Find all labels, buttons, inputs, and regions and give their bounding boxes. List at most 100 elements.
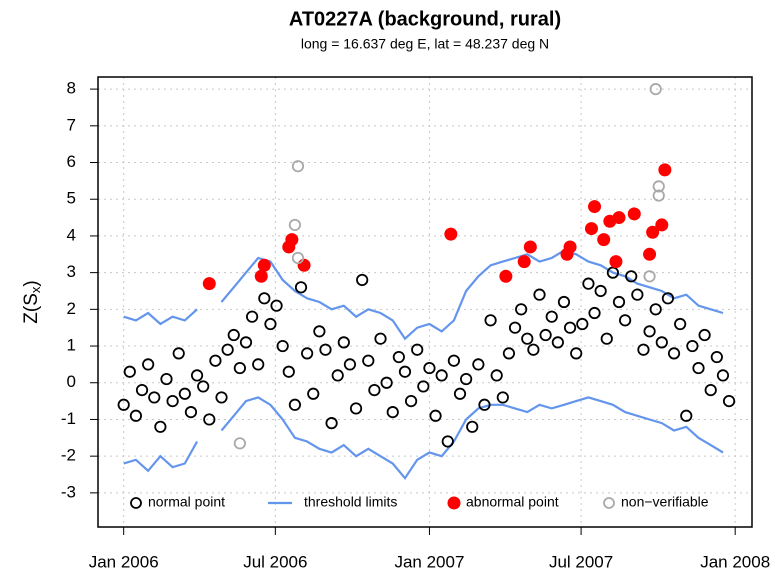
abnormal-point bbox=[584, 222, 598, 236]
y-label-part: ) bbox=[21, 280, 42, 286]
point bbox=[325, 417, 338, 430]
point bbox=[282, 365, 295, 378]
point bbox=[227, 328, 240, 342]
point bbox=[600, 332, 613, 345]
point bbox=[221, 343, 234, 356]
point bbox=[521, 332, 534, 345]
point bbox=[478, 398, 491, 411]
point bbox=[368, 383, 381, 397]
y-tick-label: 3 bbox=[67, 262, 76, 281]
point bbox=[545, 310, 558, 323]
abnormal-point bbox=[588, 200, 602, 214]
chart-subtitle: long = 16.637 deg E, lat = 48.237 deg N bbox=[301, 36, 549, 52]
point bbox=[667, 347, 681, 360]
y-tick-label: 6 bbox=[67, 152, 76, 171]
point bbox=[594, 284, 607, 298]
point bbox=[123, 365, 136, 378]
point bbox=[252, 358, 265, 371]
point bbox=[692, 361, 705, 375]
abnormal-point bbox=[285, 233, 299, 247]
abnormal-point bbox=[655, 218, 669, 232]
point bbox=[606, 266, 619, 279]
point bbox=[576, 317, 589, 331]
point bbox=[649, 83, 662, 96]
point bbox=[264, 317, 277, 331]
y-tick-label: 7 bbox=[67, 115, 76, 134]
y-tick-label: -3 bbox=[61, 482, 76, 501]
threshold-line bbox=[123, 249, 724, 341]
point bbox=[539, 328, 552, 342]
point bbox=[135, 383, 149, 397]
point bbox=[722, 395, 736, 408]
point bbox=[637, 343, 650, 356]
point bbox=[423, 361, 436, 375]
point bbox=[148, 391, 161, 404]
point bbox=[166, 395, 179, 408]
point bbox=[209, 354, 222, 367]
legend-symbol bbox=[130, 497, 142, 509]
x-tick-label: Jul 2007 bbox=[549, 552, 613, 571]
legend-label: threshold limits bbox=[304, 494, 397, 510]
y-tick-label: -2 bbox=[61, 446, 76, 465]
point bbox=[307, 387, 320, 400]
point bbox=[649, 303, 662, 316]
point bbox=[386, 406, 399, 419]
point bbox=[270, 299, 283, 312]
point bbox=[258, 292, 271, 305]
point bbox=[429, 409, 442, 422]
point bbox=[215, 391, 228, 404]
y-label-sub: x bbox=[28, 286, 43, 293]
abnormal-point bbox=[643, 247, 657, 261]
legend-label: non−verifiable bbox=[621, 494, 709, 510]
point bbox=[313, 325, 326, 338]
point bbox=[239, 336, 253, 349]
point bbox=[288, 218, 302, 232]
point bbox=[453, 387, 467, 400]
point bbox=[496, 391, 509, 404]
point bbox=[301, 347, 314, 360]
point bbox=[294, 281, 308, 294]
point bbox=[398, 365, 412, 378]
point bbox=[374, 332, 387, 345]
x-tick-label: Jan 2006 bbox=[89, 552, 159, 571]
chart-title: AT0227A (background, rural) bbox=[289, 8, 561, 30]
point bbox=[233, 361, 246, 375]
point bbox=[203, 413, 216, 426]
point bbox=[716, 369, 730, 382]
point bbox=[680, 409, 693, 422]
point bbox=[582, 277, 595, 290]
abnormal-point bbox=[499, 269, 513, 283]
legend-symbol bbox=[447, 496, 461, 510]
x-tick-label: Jan 2007 bbox=[394, 552, 464, 571]
point bbox=[178, 387, 191, 400]
point bbox=[655, 336, 668, 349]
point bbox=[362, 354, 375, 367]
point bbox=[411, 343, 424, 356]
point bbox=[686, 339, 699, 353]
point bbox=[472, 358, 485, 371]
point bbox=[643, 270, 656, 283]
point bbox=[190, 369, 204, 382]
point bbox=[631, 288, 644, 301]
point bbox=[356, 273, 369, 287]
point bbox=[172, 347, 185, 360]
point bbox=[661, 292, 675, 305]
point bbox=[441, 435, 454, 448]
abnormal-point bbox=[658, 163, 672, 177]
point bbox=[404, 395, 418, 408]
abnormal-point bbox=[563, 240, 577, 254]
point bbox=[674, 317, 687, 331]
point bbox=[698, 328, 711, 342]
y-tick-label: 8 bbox=[67, 79, 76, 98]
y-tick-label: 2 bbox=[67, 299, 76, 318]
point bbox=[291, 160, 305, 173]
point bbox=[612, 295, 626, 309]
legend-label: normal point bbox=[148, 494, 225, 510]
point bbox=[490, 369, 503, 382]
x-tick-label: Jan 2008 bbox=[700, 552, 770, 571]
y-tick-label: -1 bbox=[61, 409, 76, 428]
point bbox=[447, 354, 460, 367]
abnormal-point bbox=[517, 255, 531, 269]
y-tick-label: 1 bbox=[67, 336, 76, 355]
point bbox=[184, 406, 198, 419]
